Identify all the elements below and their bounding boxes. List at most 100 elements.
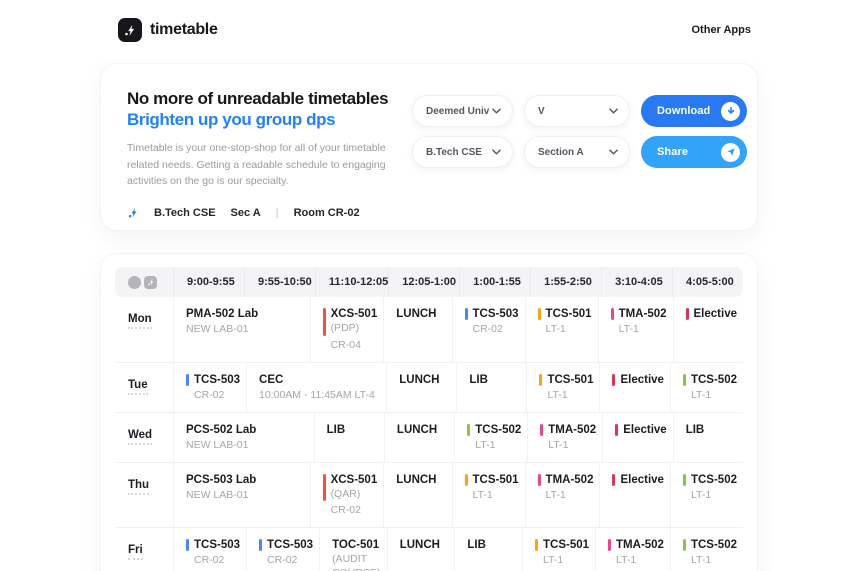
subject-code: TCS-501	[543, 539, 590, 552]
room-label: LT-1	[545, 323, 566, 335]
timetable-cell: TCS-502 LT-1	[669, 528, 743, 571]
subject-color-bar	[464, 473, 468, 486]
timetable-cell: TCS-503 CR-02	[173, 362, 246, 412]
subject-code: LUNCH	[396, 473, 437, 486]
room-label: LT-1	[616, 554, 637, 567]
time-slot-header: 12:05-1:00	[388, 267, 459, 297]
timetable-cell: TCS-501 LT-1	[522, 528, 595, 571]
timetable-cell: TCS-502 LT-1	[454, 412, 527, 462]
subject-code: Elective	[620, 473, 664, 486]
university-select[interactable]: Deemed Univ	[412, 95, 513, 127]
subject-code: CEC	[259, 373, 284, 386]
day-label: Fri	[115, 528, 173, 571]
subject-code: TOC-501	[332, 539, 380, 552]
room-label: LT-1	[545, 488, 566, 501]
subject-code: PMA-502 Lab	[186, 308, 259, 320]
subject-code: LIB	[469, 373, 488, 386]
timetable-cell: LIB	[313, 412, 384, 462]
subject-color-bar	[682, 373, 686, 386]
other-apps-link[interactable]: Other Apps	[691, 24, 752, 36]
subject-code: Elective	[693, 308, 737, 320]
time-slot-header: 9:55-10:50	[243, 267, 315, 297]
course-select-value: B.Tech CSE	[426, 146, 482, 158]
subject-code: TMA-502	[616, 539, 664, 552]
timetable-logo-icon	[118, 18, 142, 42]
subject-color-bar	[615, 423, 619, 436]
subject-code: TCS-502	[475, 423, 522, 436]
room-label: LT-1	[548, 438, 569, 451]
subject-color-bar	[612, 373, 616, 386]
subject-code: TCS-501	[545, 308, 592, 320]
course-select[interactable]: B.Tech CSE	[412, 136, 513, 168]
day-label: Wed	[115, 413, 173, 462]
room-label: LT-1	[472, 488, 493, 501]
timetable-row: Tue TCS-503 CR-02 CEC 10:00AM - 11:45AM LT-4…	[115, 362, 743, 413]
timetable-cell: TCS-503 CR-02	[173, 528, 246, 571]
semester-select[interactable]: V	[524, 95, 630, 127]
timetable-row: Fri TCS-503 CR-02 TCS-503 CR-02 TOC-501 (AUDIT…	[115, 528, 743, 571]
subject-code: LIB	[467, 539, 486, 552]
semester-select-value: V	[538, 105, 545, 117]
subject-code: Elective	[623, 423, 667, 436]
subject-code: XCS-501	[330, 308, 378, 320]
hero-title-line2: Brighten up you group dps	[127, 109, 336, 129]
subject-code: Elective	[620, 373, 664, 386]
room-label: LT-1	[475, 438, 496, 451]
timetable-cell: TMA-502 LT-1	[527, 412, 602, 462]
subject-color-bar	[186, 539, 189, 552]
time-slot-header: 4:05-5:00	[672, 267, 743, 297]
room-label: CR-02	[267, 554, 298, 567]
subject-code: TCS-501	[547, 373, 594, 386]
subject-color-bar	[259, 539, 263, 552]
subject-color-bar	[682, 539, 686, 552]
subject-code: TCS-502	[690, 373, 737, 386]
section-select[interactable]: Section A	[524, 136, 630, 168]
download-button-label: Download	[657, 105, 711, 117]
timetable-cell: PCS-503 Lab NEW LAB-01	[173, 462, 310, 528]
timetable-cell: LUNCH	[386, 362, 456, 412]
chevron-down-icon	[492, 149, 501, 155]
time-slot-header: 1:55-2:50	[530, 267, 601, 297]
subject-color-bar	[540, 423, 544, 436]
timetable-cell: LIB	[672, 412, 743, 462]
room-label: NEW LAB-01	[186, 438, 249, 451]
share-button[interactable]: Share	[641, 136, 747, 168]
chevron-down-icon	[492, 108, 501, 114]
subject-color-bar	[539, 373, 543, 386]
hero-card: No more of unreadable timetables Brighte…	[100, 63, 758, 231]
selected-timetable-meta: B.Tech CSE Sec A | Room CR-02	[127, 206, 731, 219]
circle-icon	[128, 275, 141, 289]
timetable-body: Mon PMA-502 Lab NEW LAB-01 XCS-501 (PDP) CR-0…	[115, 297, 743, 571]
subject-code: TMA-502	[548, 423, 597, 436]
university-select-value: Deemed Univ	[426, 105, 490, 117]
hero-description: Timetable is your one-stop-shop for all …	[127, 142, 386, 187]
chevron-down-icon	[609, 149, 618, 155]
timetable-cell: Elective	[599, 462, 669, 528]
room-label: LT-1	[690, 554, 712, 567]
day-label: Tue	[115, 363, 173, 412]
subject-note: (PDP)	[330, 322, 360, 334]
subject-color-bar	[186, 373, 189, 386]
room-label: CR-02	[194, 388, 225, 401]
room-label: LT-1	[618, 323, 639, 335]
meta-section: Sec A	[230, 206, 261, 219]
timetable-cell: CEC 10:00AM - 11:45AM LT-4	[246, 362, 386, 412]
timetable-cell: TCS-502 LT-1	[669, 362, 743, 412]
subject-code: LIB	[326, 423, 346, 436]
room-label: CR-02	[330, 504, 361, 517]
app-title: timetable	[150, 21, 218, 38]
timetable-cell: LIB	[454, 528, 522, 571]
room-label: CR-02	[194, 554, 225, 567]
room-label: CR-02	[472, 323, 503, 335]
subject-note: (QAR)	[330, 487, 361, 500]
subject-code: TCS-502	[690, 473, 737, 486]
download-arrow-icon	[721, 101, 740, 121]
timetable-cell: Elective	[602, 412, 672, 462]
timetable-cell: TCS-501 LT-1	[526, 362, 599, 412]
subject-color-bar	[464, 308, 468, 320]
time-header-row: 9:00-9:55 9:55-10:50 11:10-12:05 12:05-1:00…	[115, 267, 743, 297]
subject-color-bar	[685, 308, 689, 320]
download-button[interactable]: Download	[641, 95, 747, 127]
timetable-cell: XCS-501 (QAR) CR-02	[309, 462, 384, 528]
room-label: LT-1	[690, 388, 712, 401]
